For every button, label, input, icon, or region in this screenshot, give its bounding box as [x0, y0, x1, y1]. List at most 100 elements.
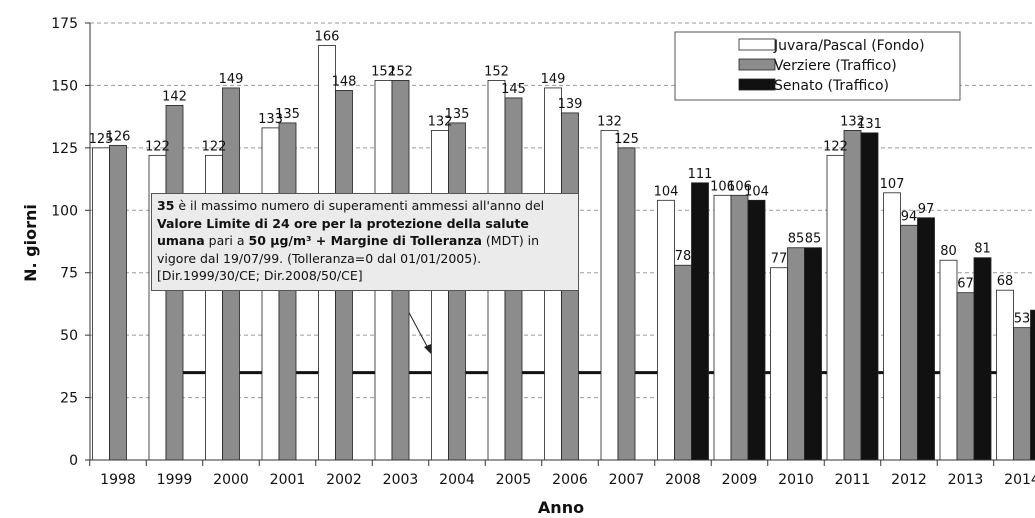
y-tick-labels: 0 25 50 75 100 125 150 175 [51, 16, 78, 469]
legend-label: Juvara/Pascal (Fondo) [773, 38, 925, 54]
bar [804, 247, 822, 461]
x-tick-label: 2009 [722, 472, 758, 488]
annotation-text: (MDT) in vigore dal 19/07/99. (Tolleranz… [157, 233, 540, 283]
data-label: 135 [275, 107, 300, 122]
annotation-text-bold: 35 [157, 198, 175, 213]
data-label: 107 [880, 177, 905, 192]
data-label: 67 [957, 277, 974, 292]
bar [770, 267, 788, 461]
data-label: 85 [805, 232, 822, 247]
data-label: 139 [558, 97, 583, 112]
data-label: 111 [688, 167, 713, 182]
y-tick-label: 0 [69, 453, 78, 469]
x-tick-label: 2007 [609, 472, 645, 488]
bar [1030, 309, 1035, 461]
legend-box [674, 31, 961, 101]
data-label: 104 [744, 184, 769, 199]
data-label: 166 [315, 29, 340, 44]
y-tick-label: 125 [51, 141, 78, 157]
x-tick-label: 2000 [213, 472, 249, 488]
bar [617, 147, 636, 461]
bar [787, 247, 805, 461]
x-tick-label: 2008 [665, 472, 701, 488]
x-axis-title: Anno [538, 498, 584, 517]
legend-swatch [738, 58, 776, 71]
x-tick-label: 2013 [948, 472, 984, 488]
annotation-text-bold: Valore Limite di 24 ore per la protezion… [157, 215, 529, 249]
legend-swatch [738, 78, 776, 91]
bar [92, 147, 110, 461]
data-label: 106 [710, 179, 735, 194]
data-label: 80 [940, 244, 957, 259]
bar [713, 194, 732, 461]
x-tick-label: 2012 [891, 472, 927, 488]
x-tick-label: 1998 [100, 472, 136, 488]
bar [826, 154, 845, 461]
data-label: 133 [258, 112, 283, 127]
legend: Juvara/Pascal (Fondo) Verziere (Traffico)… [674, 31, 961, 101]
annotation-text: è il massimo numero di superamenti ammes… [174, 198, 545, 213]
bar [843, 129, 862, 461]
bar [996, 289, 1014, 461]
annotation-text: pari a [204, 233, 249, 248]
data-label: 132 [840, 114, 865, 129]
bar [900, 224, 918, 461]
data-label: 68 [997, 274, 1014, 289]
x-tick-label: 2004 [439, 472, 475, 488]
bar [261, 127, 280, 461]
data-label: 94 [901, 209, 918, 224]
bar [674, 264, 692, 461]
bar [109, 144, 127, 461]
x-tick-label: 2005 [496, 472, 532, 488]
bar [883, 192, 901, 461]
data-label: 152 [388, 64, 413, 79]
annotation-arrowhead [424, 344, 431, 354]
x-tick-label: 2010 [778, 472, 814, 488]
y-tick-label: 100 [51, 203, 78, 219]
data-label: 145 [501, 82, 526, 97]
annotation-text-bold: 50 µg/m³ + Margine di Tolleranza [248, 233, 482, 248]
bar [657, 199, 675, 461]
x-tick-label: 2006 [552, 472, 588, 488]
x-tick-labels: 1998 1999 2000 2001 2002 2003 2004 2005 2006 2007… [100, 472, 1035, 488]
x-tick-label: 2002 [326, 472, 362, 488]
data-label: 125 [89, 132, 114, 147]
data-label: 149 [219, 72, 244, 87]
y-tick-label: 175 [51, 16, 78, 32]
data-label: 149 [541, 72, 566, 87]
bar [431, 129, 449, 461]
y-tick-label: 25 [60, 391, 78, 407]
data-label: 97 [918, 202, 935, 217]
x-tick-label: 2014 [1004, 472, 1035, 488]
bar [956, 292, 975, 461]
data-label: 132 [597, 114, 622, 129]
x-tick-label: 2011 [835, 472, 871, 488]
data-label: 135 [445, 107, 470, 122]
bar [448, 122, 466, 461]
bar [278, 122, 297, 461]
bars [92, 45, 1035, 461]
bar [917, 217, 935, 461]
data-label: 122 [145, 139, 170, 154]
data-label: 152 [484, 64, 509, 79]
data-label: 53 [1014, 312, 1031, 327]
bar [730, 194, 749, 461]
legend-label: Verziere (Traffico) [774, 58, 897, 74]
data-label: 125 [614, 132, 639, 147]
data-label: 85 [788, 232, 805, 247]
bar [747, 199, 766, 461]
data-label: 131 [857, 117, 882, 132]
data-label: 104 [654, 184, 679, 199]
bar [973, 257, 992, 461]
y-tick-label: 50 [60, 328, 78, 344]
x-tick-label: 2003 [383, 472, 419, 488]
x-tick-label: 1999 [157, 472, 193, 488]
data-label: 132 [428, 114, 453, 129]
annotation-box: 35 è il massimo numero di superamenti am… [151, 193, 579, 291]
bar [1013, 327, 1031, 461]
axes [85, 22, 1035, 466]
data-label: 77 [771, 252, 788, 267]
data-label: 106 [727, 179, 752, 194]
bar [939, 259, 958, 461]
